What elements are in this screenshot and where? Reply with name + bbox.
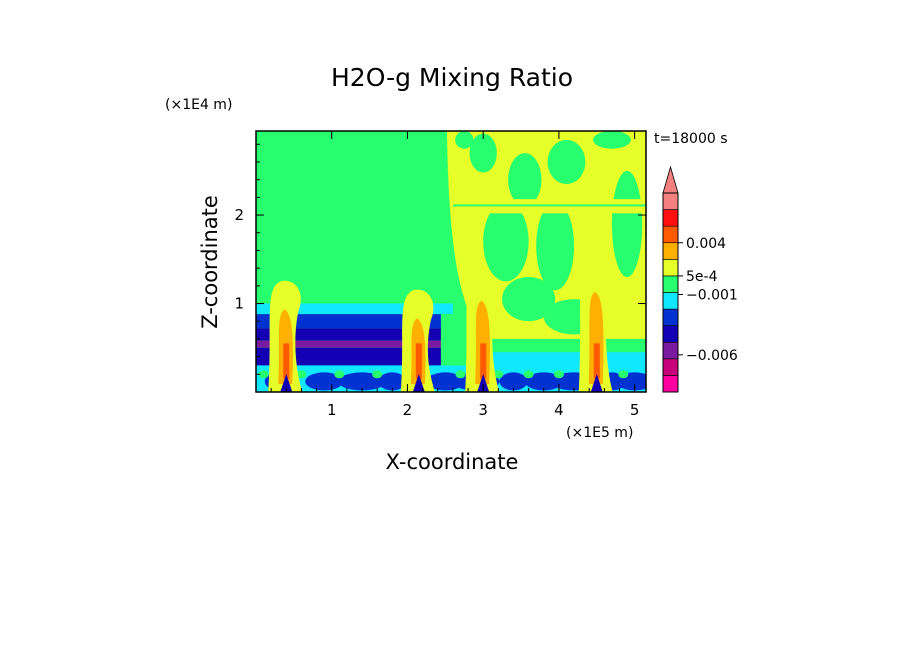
y-axis-label: Z-coordinate — [198, 195, 222, 329]
upper-band-line — [452, 204, 646, 207]
plume-core — [475, 300, 490, 384]
x-tick-label: 2 — [403, 401, 413, 419]
x-unit-label: (×1E5 m) — [566, 425, 633, 441]
field-patch — [592, 131, 631, 149]
y-axis: 12 — [234, 143, 646, 375]
colorbar-extend-arrow — [662, 165, 679, 194]
surface-speckle — [372, 370, 383, 379]
x-axis: 1 2 3 4 5 — [270, 131, 640, 419]
surface-speckle — [493, 370, 504, 379]
colorbar-swatch — [662, 325, 679, 343]
colorbar-swatch — [662, 259, 679, 277]
surface-blob — [378, 372, 407, 391]
plume-base — [280, 374, 293, 392]
field-patch — [547, 139, 586, 185]
stratified-layer — [256, 314, 441, 329]
colorbar-swatch — [662, 209, 679, 227]
field-patch — [536, 201, 575, 291]
plume-core — [588, 291, 604, 384]
colorbar-swatch — [662, 275, 679, 293]
colorbar-label: −0.006 — [686, 348, 738, 364]
field-patch — [455, 131, 474, 149]
field-patch — [483, 201, 529, 282]
surface-speckle — [296, 370, 307, 379]
time-label: t=18000 s — [654, 131, 728, 147]
surface-speckle — [618, 370, 629, 379]
stratified-layer — [256, 328, 441, 341]
stratified-layer — [256, 347, 441, 366]
x-axis-label: X-coordinate — [386, 450, 519, 474]
colorbar-frame — [662, 192, 679, 393]
y-tick-label: 1 — [234, 295, 244, 313]
surface-blob — [524, 372, 563, 391]
colorbar-label: 0.004 — [686, 236, 726, 252]
stratified-layer — [256, 303, 453, 315]
surface-layer-right — [472, 352, 646, 366]
stratified-layer — [256, 340, 441, 348]
plume-base — [412, 374, 425, 392]
surface-blob — [305, 372, 344, 391]
colorbar-swatch — [662, 341, 679, 360]
field-patch — [611, 170, 643, 277]
colorbar-swatch — [662, 225, 679, 244]
surface-speckle — [258, 370, 269, 379]
plume-center — [283, 343, 290, 379]
colorbar-label: −0.001 — [686, 288, 738, 304]
plot-frame — [255, 130, 647, 393]
surface-speckle — [455, 370, 466, 379]
surface-blob — [499, 372, 528, 391]
x-tick-label: 1 — [327, 401, 337, 419]
field-patch — [502, 276, 556, 322]
surface-speckle — [523, 370, 534, 379]
x-tick-label: 5 — [630, 401, 640, 419]
contour-field — [256, 131, 646, 392]
colorbar-swatch — [662, 308, 679, 326]
colorbar-label: 5e-4 — [686, 269, 718, 285]
surface-blob — [426, 372, 465, 391]
plume-center — [593, 343, 600, 379]
colorbar-swatch — [662, 358, 679, 376]
x-tick-label: 3 — [478, 401, 488, 419]
y-unit-label: (×1E4 m) — [165, 97, 232, 113]
x-tick-label: 4 — [554, 401, 564, 419]
plume-base — [477, 374, 490, 392]
chart-title: H2O-g Mixing Ratio — [331, 63, 573, 92]
surface-speckle — [334, 370, 345, 379]
plume-base — [590, 374, 603, 392]
plume-center — [480, 343, 487, 379]
surface-speckle — [553, 370, 564, 379]
colorbar-swatch — [662, 192, 679, 210]
colorbar-swatch — [662, 242, 679, 260]
colorbar-swatch — [662, 292, 679, 310]
plume-center — [415, 343, 422, 379]
colorbar-swatch — [662, 375, 679, 393]
y-tick-label: 2 — [234, 206, 244, 224]
field-patch — [508, 153, 542, 207]
colorbar: 0.004 5e-4 −0.001 −0.006 — [662, 165, 738, 393]
field-patch — [469, 133, 497, 173]
